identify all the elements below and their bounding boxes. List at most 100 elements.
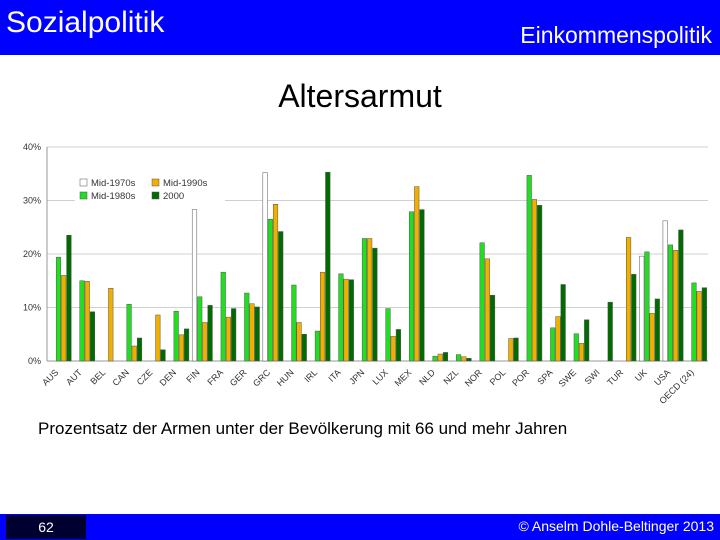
bar [372, 247, 378, 362]
bar [550, 327, 556, 362]
x-tick-label: AUS [40, 367, 60, 387]
legend-box [75, 172, 225, 206]
y-tick-label: 10% [23, 303, 41, 313]
bar [296, 322, 302, 362]
bar [678, 229, 684, 362]
bar [667, 244, 673, 362]
x-tick-label: IRL [302, 367, 319, 384]
bar [155, 314, 161, 362]
bar [61, 275, 67, 362]
x-tick-label: UK [633, 367, 649, 383]
bar [231, 308, 237, 362]
bar [644, 251, 650, 362]
bar [484, 258, 490, 362]
x-tick-label: GER [228, 367, 249, 388]
bar [291, 284, 297, 362]
bar [278, 231, 284, 362]
bar [584, 319, 590, 362]
x-tick-label: TUR [605, 367, 626, 388]
bar [385, 308, 391, 362]
x-tick-label: LUX [370, 367, 389, 386]
bar [489, 294, 496, 362]
bar [338, 273, 344, 362]
bar [662, 220, 668, 362]
x-tick-label: DEN [158, 367, 179, 388]
bar [202, 322, 208, 362]
x-tick-label: HUN [275, 367, 296, 388]
bar [225, 316, 231, 362]
y-tick-label: 40% [23, 142, 41, 152]
bar [531, 199, 537, 362]
topic-title: Einkommenspolitik [520, 22, 712, 48]
legend-swatch [151, 191, 160, 200]
legend-swatch [79, 178, 88, 187]
bar [262, 172, 268, 362]
bar-chart: 0% 10% 20% 30% 40% AUS AUT BEL CAN CZE DEN FIN FRA GE… [23, 142, 708, 405]
legend: Mid-1970s Mid-1980s Mid-1990s 2000 [75, 172, 225, 206]
bar [526, 175, 532, 362]
bar [390, 336, 396, 362]
x-tick-label: POR [510, 367, 531, 388]
bar [108, 287, 114, 362]
bar [89, 311, 95, 362]
bar [173, 310, 179, 362]
x-tick-label: AUT [64, 367, 84, 387]
legend-swatch [151, 178, 160, 187]
bar [136, 337, 143, 362]
footer-bar: 62 © Anselm Dohle-Beltinger 2013 [0, 514, 720, 540]
bar [178, 334, 184, 362]
x-tick-label: CAN [111, 367, 132, 388]
bar [55, 256, 62, 362]
bar [691, 282, 697, 362]
bar [654, 298, 660, 362]
bar [395, 329, 401, 362]
x-tick-label: SPA [535, 367, 554, 386]
x-tick-label: NOR [463, 367, 485, 389]
bar [456, 354, 462, 362]
bar [361, 238, 368, 362]
bar [560, 284, 566, 362]
bar [367, 238, 373, 362]
x-tick-label: FIN [184, 367, 201, 384]
x-tick-label: JPN [347, 367, 366, 386]
bar [626, 237, 632, 362]
x-tick-label: SWE [557, 367, 579, 389]
x-tick-label: NZL [441, 367, 460, 386]
bar [461, 356, 467, 362]
x-tick-label: ITA [326, 367, 343, 384]
y-tick-label: 20% [23, 249, 41, 259]
bar [442, 352, 449, 362]
bar [244, 292, 250, 362]
bar [220, 271, 226, 362]
bar [673, 250, 679, 362]
legend-label: Mid-1980s [91, 191, 136, 202]
bar [578, 343, 585, 362]
bar [701, 287, 707, 362]
bar [508, 338, 514, 362]
bar [513, 337, 519, 362]
y-tick-label: 30% [23, 196, 41, 206]
bar [314, 330, 320, 362]
bar [631, 274, 637, 362]
legend-swatch [79, 191, 88, 200]
page-number: 62 [6, 515, 86, 539]
legend-label: Mid-1990s [163, 178, 208, 189]
bar [207, 305, 213, 362]
bar [320, 271, 326, 362]
bar [184, 328, 190, 362]
bar [301, 334, 307, 362]
x-tick-label: MEX [393, 367, 414, 388]
bar [160, 349, 166, 362]
bar [325, 171, 331, 362]
legend-label: 2000 [163, 191, 184, 202]
bar [639, 255, 645, 362]
legend-label: Mid-1970s [91, 178, 136, 189]
header-bar: Sozialpolitik Einkommenspolitik [0, 0, 720, 55]
bar [466, 358, 472, 362]
x-tick-label: CZE [135, 367, 155, 387]
bar [419, 209, 425, 362]
bar [408, 211, 415, 362]
bar [348, 279, 354, 362]
bar [437, 353, 443, 362]
bar [191, 209, 198, 362]
